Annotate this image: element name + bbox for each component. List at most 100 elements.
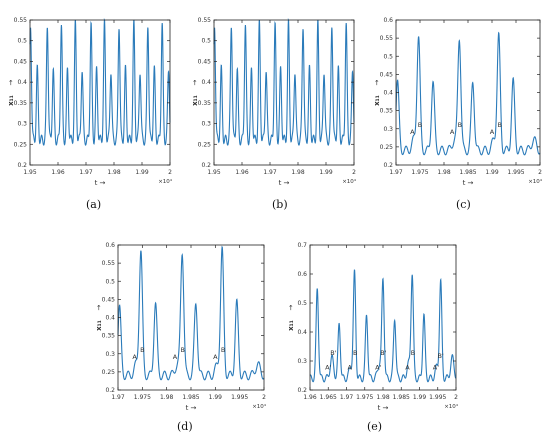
y-axis-arrow: → [287,304,295,310]
x-tick-label: 1.995 [429,394,446,401]
x-tick-label: 1.975 [411,169,428,176]
chart-panel-b: 1.95 1.96 1.97 1.98 1.99 2 0.2 0.25 0.3 0.35 0.4 0.… [191,17,357,187]
y-axis-label: x₁₁ [373,95,381,106]
y-axis-label: x₁₁ [287,320,295,331]
x-tick-label: 1.95 [207,169,221,176]
x-axis-multiplier: ×10⁴ [342,178,357,185]
y-tick-label: 0.2 [383,162,393,169]
chart-panel-a: 1.95 1.96 1.97 1.98 1.99 2 0.2 0.25 0.3 0.35 0.4 0.… [7,17,173,187]
y-tick-label: 0.6 [105,242,115,249]
y-tick-label: 0.3 [383,126,393,133]
x-tick-label: 2 [262,394,266,401]
y-tick-label: 0.55 [198,17,212,24]
y-tick-label: 0.35 [198,100,212,107]
point-annotation: A [490,128,495,136]
y-tick-label: 0.35 [380,108,394,115]
x-axis-multiplier: ×10⁴ [444,403,459,410]
x-tick-label: 1.975 [356,394,373,401]
y-tick-label: 0.3 [201,121,211,128]
chart-panel-d: 1.97 1.975 1.98 1.985 1.99 1.995 2 0.2 0.25 0.3 0.… [95,242,267,412]
y-tick-label: 0.55 [380,35,394,42]
series-line [29,18,171,146]
x-tick-label: 1.995 [231,394,248,401]
y-tick-label: 0.45 [102,296,116,303]
x-tick-label: 1.96 [51,169,65,176]
x-axis-multiplier: ×10⁴ [158,178,173,185]
x-tick-label: 1.985 [393,394,410,401]
series-line [395,31,541,156]
chart-panel-c: 1.97 1.975 1.98 1.985 1.99 1.995 2 0.2 0.25 0.3 0.… [373,17,543,187]
y-tick-label: 0.2 [201,162,211,169]
x-tick-label: 1.99 [209,394,223,401]
x-tick-label: 1.99 [413,394,427,401]
x-tick-label: 1.99 [319,169,333,176]
y-tick-label: 0.2 [17,162,27,169]
x-tick-label: 2 [352,169,356,176]
x-axis-label: t → [95,179,106,187]
y-axis-label: x₁₁ [191,95,199,106]
y-tick-label: 0.25 [102,369,116,376]
y-tick-label: 0.4 [201,79,211,86]
y-tick-label: 0.55 [14,17,28,24]
y-tick-label: 0.5 [297,300,307,307]
y-tick-label: 0.4 [17,79,27,86]
point-annotation: B [458,121,462,129]
plot-frame [29,19,171,166]
y-tick-label: 0.25 [198,141,212,148]
y-tick-label: 0.45 [380,71,394,78]
x-tick-label: 1.96 [235,169,249,176]
x-tick-label: 1.98 [291,169,305,176]
y-tick-label: 0.6 [297,271,307,278]
y-axis-label: x₁₁ [95,320,103,331]
x-tick-label: 1.99 [135,169,149,176]
point-annotation: A' [433,364,439,372]
point-annotation: B [221,346,225,354]
x-axis-label: t → [378,404,389,412]
point-annotation: A [132,353,137,361]
y-tick-label: 0.5 [201,38,211,45]
y-tick-label: 0.35 [14,100,28,107]
series-line [309,269,457,383]
y-tick-label: 0.35 [102,333,116,340]
point-annotation: B [353,349,357,357]
point-annotation: B [180,346,184,354]
x-tick-label: 1.98 [437,169,451,176]
y-tick-label: 0.4 [105,315,115,322]
point-annotation: B [497,121,501,129]
y-axis-arrow: → [95,304,103,310]
y-tick-label: 0.25 [380,144,394,151]
point-annotation: A [405,364,410,372]
point-annotation: B' [330,349,336,357]
series-line [117,245,265,381]
x-tick-label: 1.985 [182,394,199,401]
chart-panel-e: 1.96 1.965 1.97 1.975 1.98 1.985 1.99 1.995 2 0.2… [287,242,459,412]
y-tick-label: 0.25 [14,141,28,148]
x-tick-label: 1.97 [111,394,125,401]
point-annotation: A [348,364,353,372]
point-annotation: A' [325,364,331,372]
y-tick-label: 0.45 [14,58,28,65]
x-axis-label: t → [279,179,290,187]
point-annotation: B [411,349,415,357]
point-annotation: A' [375,364,381,372]
y-tick-label: 0.3 [17,121,27,128]
y-axis-arrow: → [7,79,15,85]
y-tick-label: 0.4 [297,329,307,336]
caption-e: (e) [367,420,383,433]
x-axis-multiplier: ×10⁴ [252,403,267,410]
point-annotation: A [213,353,218,361]
plot-frame [213,19,355,166]
x-tick-label: 1.97 [340,394,354,401]
y-tick-label: 0.45 [198,58,212,65]
x-tick-label: 1.97 [263,169,277,176]
x-axis-label: t → [463,179,474,187]
x-tick-label: 2 [454,394,458,401]
point-annotation: B [418,121,422,129]
x-tick-label: 2 [168,169,172,176]
point-annotation: B' [380,349,386,357]
y-tick-label: 0.4 [383,90,393,97]
x-tick-label: 1.99 [485,169,499,176]
x-tick-label: 1.95 [23,169,37,176]
y-axis-label: x₁₁ [7,95,15,106]
y-tick-label: 0.7 [297,242,307,249]
